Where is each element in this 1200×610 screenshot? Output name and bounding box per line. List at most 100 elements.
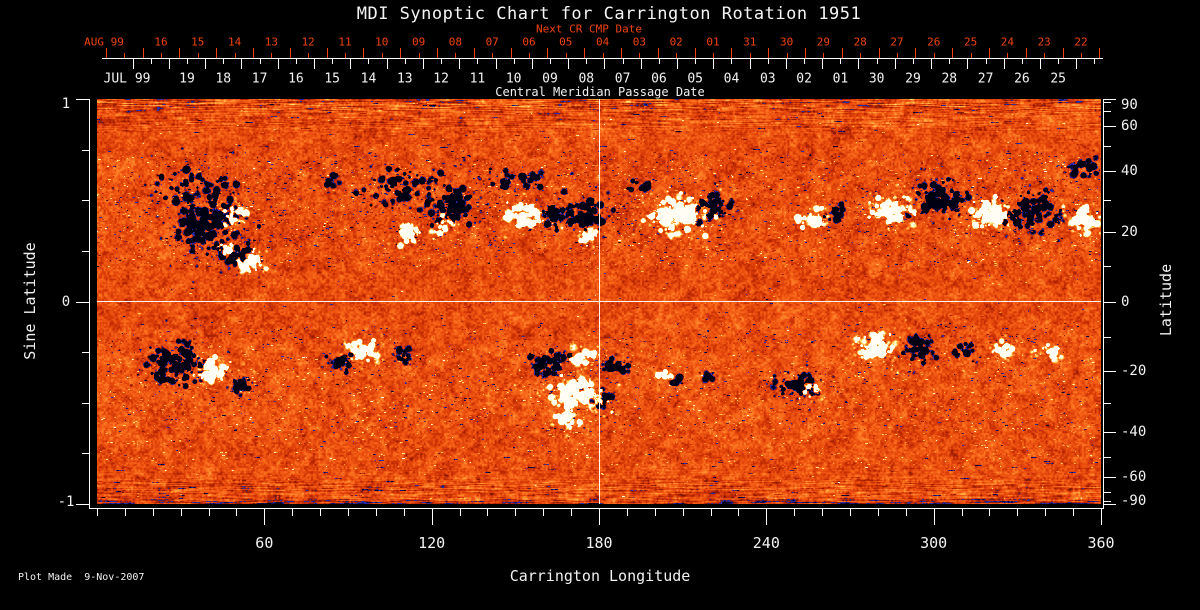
white-date-tick-minor: [804, 58, 805, 64]
red-date-tick: [106, 48, 107, 58]
right-lat-minor-tick: [1104, 146, 1111, 147]
longitude-minor-tick: [878, 508, 879, 516]
white-date-tick-minor: [840, 58, 841, 64]
longitude-minor-tick: [683, 508, 684, 516]
page-title: MDI Synoptic Chart for Carrington Rotati…: [356, 4, 862, 24]
right-lat-label: 20: [1121, 224, 1138, 241]
red-date-tick: [952, 48, 953, 58]
red-date-tick: [915, 48, 916, 58]
right-lat-major-tick: [1104, 232, 1116, 233]
white-date-tick: [895, 58, 896, 69]
red-date-label: 23: [1037, 35, 1051, 49]
white-date-tick-minor: [223, 58, 224, 64]
red-date-tick-minor: [750, 53, 751, 58]
longitude-minor-tick: [1045, 508, 1046, 516]
white-date-tick-minor: [949, 58, 950, 64]
right-lat-major-tick: [1104, 371, 1116, 372]
longitude-minor-tick: [292, 508, 293, 516]
white-date-tick: [967, 58, 968, 69]
right-lat-minor-tick: [1104, 102, 1111, 103]
white-date-tick: [568, 58, 569, 69]
red-date-tick-minor: [198, 53, 199, 58]
red-date-label: 29: [816, 35, 831, 49]
right-lat-minor-tick: [1104, 111, 1111, 112]
red-date-label: 15: [191, 35, 205, 49]
right-lat-minor-tick: [1104, 266, 1111, 267]
red-date-tick: [658, 48, 659, 58]
white-date-label: 15: [324, 71, 341, 87]
red-date-label: 01: [706, 35, 720, 49]
red-date-tick-minor: [1044, 53, 1045, 58]
red-date-tick: [511, 48, 512, 58]
red-date-label: 25: [963, 35, 978, 49]
left-lat-minor-tick: [82, 453, 89, 454]
longitude-minor-tick: [125, 508, 126, 516]
longitude-minor-tick: [962, 508, 963, 516]
longitude-minor-tick: [738, 508, 739, 516]
red-date-tick: [584, 48, 585, 58]
white-date-tick-minor: [731, 58, 732, 64]
longitude-minor-tick: [655, 508, 656, 516]
right-lat-label: 0: [1121, 293, 1130, 310]
white-date-label: 01: [832, 71, 849, 87]
left-lat-label: 1: [61, 96, 71, 112]
white-date-tick: [459, 58, 460, 69]
longitude-minor-tick: [236, 508, 237, 516]
white-date-tick-minor: [477, 58, 478, 64]
red-date-tick: [400, 48, 401, 58]
white-date-tick-minor: [768, 58, 769, 64]
white-date-label: 05: [687, 71, 704, 87]
red-date-tick: [731, 48, 732, 58]
cmp-axis-line: [102, 58, 1103, 59]
axis-box-left-line: [89, 99, 90, 509]
red-date-tick-minor: [455, 53, 456, 58]
red-date-tick: [216, 48, 217, 58]
red-date-tick: [179, 48, 180, 58]
red-date-tick-minor: [603, 53, 604, 58]
white-date-tick-minor: [877, 58, 878, 64]
red-date-tick-minor: [713, 53, 714, 58]
white-date-label: 16: [288, 71, 304, 87]
red-date-label: 16: [154, 35, 168, 49]
red-date-label: 14: [227, 35, 242, 49]
white-date-label: 04: [723, 71, 740, 87]
white-date-tick: [169, 58, 170, 69]
longitude-minor-tick: [515, 508, 516, 516]
white-date-tick: [241, 58, 242, 69]
red-date-tick-minor: [529, 53, 530, 58]
white-date-tick-minor: [986, 58, 987, 64]
white-date-label: 06: [651, 71, 667, 87]
red-date-tick: [437, 48, 438, 58]
red-date-tick-minor: [639, 53, 640, 58]
white-date-tick: [604, 58, 605, 69]
red-date-label: 10: [375, 35, 389, 49]
white-date-tick-minor: [260, 58, 261, 64]
axis-box-bottom-line: [89, 508, 1104, 509]
left-lat-minor-tick: [82, 251, 89, 252]
longitude-label: 60: [255, 534, 274, 552]
longitude-minor-tick: [906, 508, 907, 516]
white-date-tick: [205, 58, 206, 69]
red-date-tick-minor: [676, 53, 677, 58]
white-date-tick: [1040, 58, 1041, 69]
white-date-tick-minor: [296, 58, 297, 64]
white-date-tick: [278, 58, 279, 69]
white-date-tick: [786, 58, 787, 69]
red-date-label: 27: [890, 35, 904, 49]
longitude-major-tick: [264, 508, 265, 525]
white-date-tick: [496, 58, 497, 69]
right-lat-minor-tick: [1104, 492, 1111, 493]
white-date-label: 29: [905, 71, 921, 87]
plot-made-credit: Plot Made 9-Nov-2007: [18, 572, 145, 583]
red-date-label: 08: [448, 35, 463, 49]
white-date-label: 17: [251, 71, 268, 87]
white-date-label: 18: [215, 71, 232, 87]
red-date-label: 06: [522, 35, 536, 49]
red-date-tick: [547, 48, 548, 58]
white-date-label: 02: [796, 71, 812, 87]
red-date-label: 02: [669, 35, 683, 49]
white-date-tick: [713, 58, 714, 69]
longitude-minor-tick: [209, 508, 210, 516]
longitude-label: 120: [418, 534, 446, 552]
